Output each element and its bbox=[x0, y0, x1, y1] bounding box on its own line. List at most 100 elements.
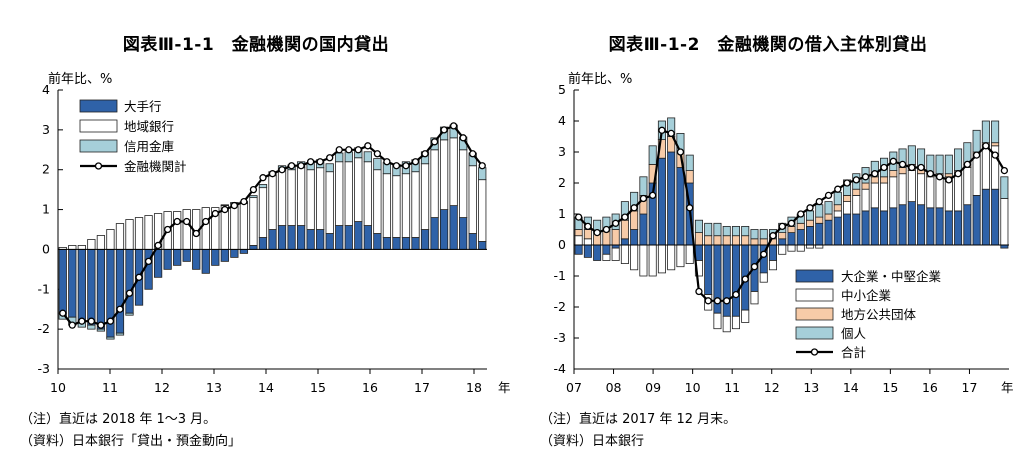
total-line-point bbox=[287, 162, 296, 170]
total-line-point bbox=[676, 148, 685, 156]
x-tick-label: 18 bbox=[466, 380, 482, 395]
bar-segment bbox=[787, 244, 796, 252]
total-line-point bbox=[584, 222, 592, 231]
bar-segment bbox=[778, 244, 787, 255]
total-line-point bbox=[723, 297, 731, 305]
y-tick-label: -1 bbox=[38, 281, 50, 296]
bar-segment bbox=[420, 229, 430, 250]
total-line-point bbox=[824, 191, 833, 200]
bar-segment bbox=[316, 229, 325, 250]
bar-segment bbox=[602, 253, 611, 261]
bar-segment bbox=[843, 201, 852, 215]
bar-segment bbox=[648, 145, 657, 165]
total-line-point bbox=[787, 219, 796, 227]
bar-segment bbox=[373, 233, 382, 250]
bar-segment bbox=[981, 120, 990, 144]
total-line-point bbox=[593, 228, 601, 237]
bar-segment bbox=[296, 225, 306, 250]
x-tick-label: 10 bbox=[685, 380, 701, 395]
bar-segment bbox=[926, 176, 935, 209]
bar-segment bbox=[963, 167, 972, 206]
total-line-point bbox=[411, 158, 420, 166]
bar-segment bbox=[201, 207, 210, 250]
bar-segment bbox=[750, 229, 759, 240]
y-tick-label: 2 bbox=[42, 162, 50, 177]
bar-segment bbox=[1000, 198, 1009, 246]
total-line-point bbox=[713, 297, 722, 305]
bar-segment bbox=[981, 145, 990, 190]
total-line-point bbox=[769, 232, 777, 240]
chart-source: （資料）日本銀行 bbox=[540, 434, 645, 449]
bar-segment bbox=[354, 221, 363, 250]
bar-segment bbox=[382, 173, 392, 238]
total-line-point bbox=[889, 157, 897, 165]
bar-segment bbox=[87, 249, 96, 326]
bar-segment bbox=[926, 207, 935, 246]
total-line-point bbox=[917, 163, 925, 172]
total-line-point bbox=[935, 173, 944, 181]
bar-segment bbox=[750, 238, 759, 246]
x-tick-label: 14 bbox=[843, 380, 859, 395]
y-tick-label: 1 bbox=[42, 202, 50, 217]
bar-segment bbox=[833, 191, 842, 206]
chart-title: 図表Ⅲ-1-1 金融機関の国内貸出 bbox=[122, 35, 390, 55]
y-tick-label: 3 bbox=[558, 144, 566, 159]
legend-label: 合計 bbox=[841, 345, 866, 360]
bar-segment bbox=[944, 210, 953, 246]
bar-segment bbox=[583, 238, 592, 246]
x-tick-label: 12 bbox=[154, 380, 170, 395]
bar-segment bbox=[325, 171, 334, 234]
total-line-point bbox=[871, 170, 879, 178]
total-line-point bbox=[732, 290, 740, 299]
bar-segment bbox=[991, 120, 1000, 144]
left-chart-panel: 図表Ⅲ-1-1 金融機関の国内貸出 前年比、% 4 3 2 1 0 -1 -2 -3 10 11 1… bbox=[20, 35, 511, 449]
total-line-point bbox=[316, 158, 324, 166]
chart-note: （注）直近は 2017 年 12 月末。 bbox=[540, 412, 737, 427]
total-line-point bbox=[459, 134, 467, 142]
bar-segment bbox=[115, 223, 125, 250]
bar-segment bbox=[449, 137, 458, 206]
bar-segment bbox=[704, 235, 713, 246]
bar-segment bbox=[239, 203, 249, 250]
bar-segment bbox=[981, 188, 990, 246]
bar-segment bbox=[182, 249, 191, 262]
total-line-point bbox=[963, 160, 972, 169]
total-line-point bbox=[440, 126, 448, 134]
bar-segment bbox=[954, 173, 963, 212]
total-line-point bbox=[621, 213, 629, 221]
bar-segment bbox=[667, 151, 676, 246]
bar-segment bbox=[335, 152, 344, 163]
bar-segment bbox=[173, 249, 182, 266]
bar-segment bbox=[713, 312, 722, 330]
bar-segment bbox=[759, 238, 768, 246]
bar-segment bbox=[880, 176, 889, 184]
bar-segment bbox=[115, 332, 125, 336]
x-tick-label: 15 bbox=[882, 380, 898, 395]
bar-segment bbox=[268, 229, 277, 250]
x-tick-label: 08 bbox=[606, 380, 622, 395]
total-line-point bbox=[135, 273, 143, 281]
bar-segment bbox=[685, 244, 694, 265]
total-line-point bbox=[259, 174, 267, 182]
legend-label: 金融機関計 bbox=[124, 159, 187, 174]
bar-segment bbox=[439, 209, 449, 250]
bar-segment bbox=[363, 161, 372, 226]
bar-segment bbox=[759, 229, 768, 240]
bar-segment bbox=[373, 169, 382, 234]
total-line-point bbox=[163, 225, 172, 234]
bar-segment bbox=[935, 154, 944, 175]
bar-segment bbox=[843, 213, 852, 246]
legend-label: 地方公共団体 bbox=[841, 307, 917, 322]
total-line-point bbox=[898, 160, 907, 169]
bar-segment bbox=[796, 229, 805, 246]
bar-segment bbox=[694, 232, 703, 246]
bar-segment bbox=[77, 245, 86, 250]
bar-segment bbox=[620, 219, 629, 240]
bar-segment bbox=[478, 241, 487, 250]
y-tick-label: 4 bbox=[42, 82, 50, 97]
legend-label: 地域銀行 bbox=[124, 119, 174, 134]
bar-segment bbox=[972, 129, 981, 153]
legend-swatch bbox=[79, 119, 118, 133]
total-line-point bbox=[843, 179, 851, 187]
